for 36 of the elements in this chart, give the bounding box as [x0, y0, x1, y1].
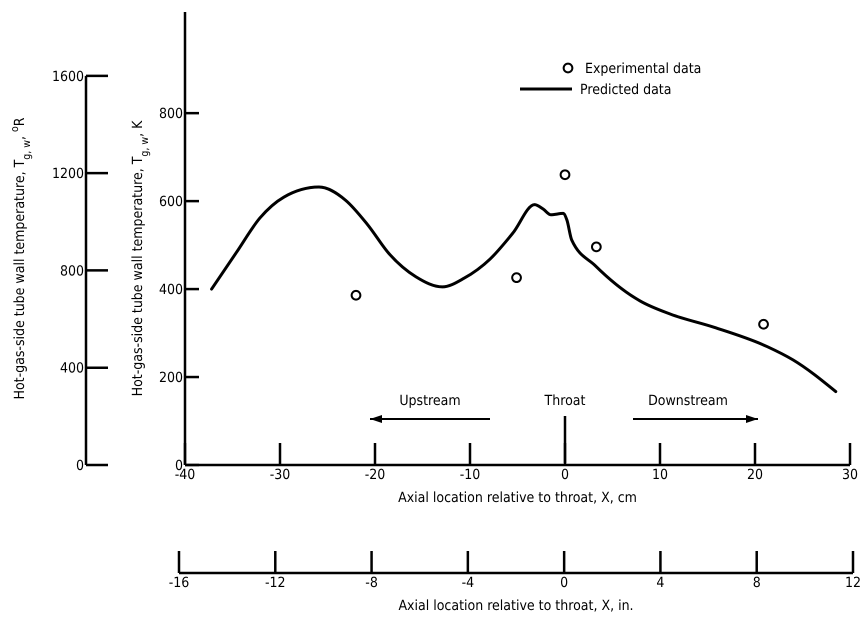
- x-tick-label: 20: [746, 466, 764, 483]
- x2-tick-label: -8: [365, 574, 378, 591]
- y2-tick-label: 400: [60, 360, 84, 377]
- x-tick-label: -20: [364, 466, 386, 483]
- point: [511, 272, 522, 284]
- y-tick-label: 800: [158, 106, 183, 122]
- y2-tick-label: 800: [60, 263, 84, 280]
- x2-tick-label: 12: [844, 574, 862, 591]
- y-tick-label: 200: [158, 370, 183, 386]
- x2-tick-label: -4: [462, 574, 474, 591]
- point: [590, 241, 602, 252]
- x2-tick-label: 4: [656, 574, 664, 591]
- x-axis-title: Axial location relative to throat, X, cm: [398, 490, 637, 506]
- point: [350, 290, 362, 301]
- x-tick-label: 10: [652, 466, 668, 483]
- x2-tick-label: 0: [560, 574, 568, 591]
- x-tick-label: -30: [270, 466, 290, 483]
- y-tick-label: 600: [158, 194, 183, 210]
- x-tick-label: -10: [460, 466, 480, 483]
- annotation: Throat: [544, 393, 586, 409]
- y-tick-label: 400: [158, 282, 183, 298]
- x-tick-label: 30: [842, 466, 858, 483]
- x2-tick-label: 8: [752, 574, 761, 591]
- point: [560, 169, 570, 180]
- y2-tick-label: 1200: [52, 166, 84, 182]
- x2-tick-label: -16: [168, 574, 190, 591]
- line-series: [210, 186, 838, 394]
- legend-label: Experimental data: [585, 60, 702, 77]
- legend-label: Predicted data: [580, 82, 672, 98]
- point: [758, 318, 769, 330]
- x2-axis-title: Axial location relative to throat, X, in.: [398, 598, 634, 614]
- x2-tick-label: -12: [264, 574, 286, 591]
- annotation: Downstream: [648, 393, 728, 409]
- annotation: Upstream: [399, 393, 461, 409]
- x-tick-label: 0: [560, 466, 570, 483]
- y2-tick-label: 1600: [52, 68, 84, 85]
